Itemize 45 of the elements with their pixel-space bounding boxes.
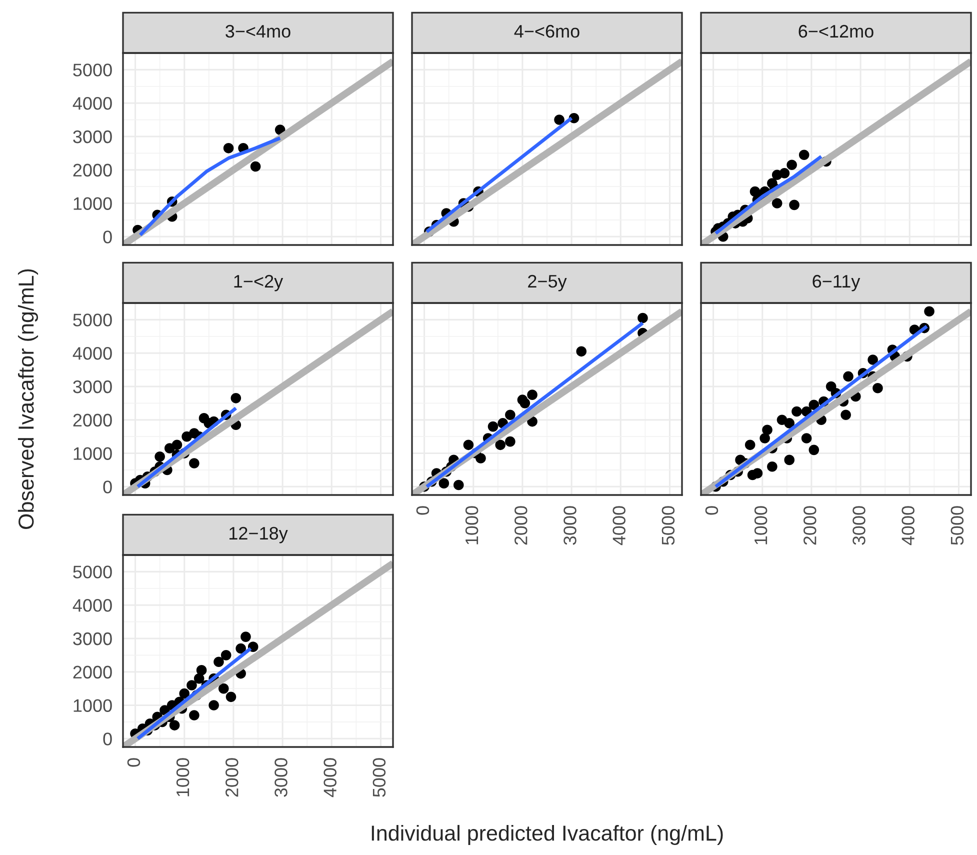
y-tick-label: 4000 xyxy=(72,97,112,110)
chart-title: 1−<2y xyxy=(234,274,284,292)
y-tick-label: 1000 xyxy=(74,447,112,460)
x-tick-label: 4000 xyxy=(612,506,626,546)
chart-title: 12−18y xyxy=(230,526,288,544)
x-tick-label: 1000 xyxy=(754,506,768,544)
x-tick-label: 2000 xyxy=(514,506,528,545)
y-tick-label: 1000 xyxy=(74,197,112,210)
x-tick-label: 3000 xyxy=(274,758,288,797)
x-tick-label: 5000 xyxy=(662,506,675,545)
x-tick-label: 0 xyxy=(416,506,430,515)
chart-title: 6−11y xyxy=(812,274,860,292)
x-axis-title: Individual predicted Ivacaftor (ng/mL) xyxy=(372,824,723,846)
x-tick-label: 2000 xyxy=(804,506,816,545)
x-tick-label: 0 xyxy=(705,506,718,515)
x-tick-label: 5000 xyxy=(372,758,386,797)
y-tick-label: 0 xyxy=(103,230,112,244)
y-tick-label: 3000 xyxy=(73,130,112,144)
x-tick-label: 3000 xyxy=(852,506,866,545)
y-tick-label: 2000 xyxy=(73,666,112,679)
x-tick-label: 1000 xyxy=(465,506,478,544)
chart-title: 3−<4mo xyxy=(226,24,290,38)
y-tick-label: 5000 xyxy=(73,314,112,326)
y-tick-label: 3000 xyxy=(73,632,112,646)
y-tick-label: 5000 xyxy=(73,64,112,76)
x-tick-label: 3000 xyxy=(564,506,576,545)
x-tick-label: 5000 xyxy=(950,506,964,545)
y-tick-label: 4000 xyxy=(72,347,112,360)
x-tick-label: 4000 xyxy=(902,506,914,546)
chart-title: 6−<12mo xyxy=(798,24,874,38)
y-tick-label: 5000 xyxy=(73,566,112,578)
y-tick-label: 3000 xyxy=(73,380,112,394)
y-tick-label: 2000 xyxy=(73,164,112,177)
y-tick-label: 1000 xyxy=(74,699,112,712)
y-tick-label: 2000 xyxy=(73,414,112,427)
y-tick-label: 0 xyxy=(103,480,112,494)
y-tick-label: 0 xyxy=(103,732,112,746)
x-tick-label: 0 xyxy=(127,758,140,767)
chart-title: 4−<6mo xyxy=(514,24,580,38)
x-tick-label: 1000 xyxy=(176,758,190,796)
y-tick-label: 4000 xyxy=(72,599,112,612)
y-axis-title: Observed Ivacaftor (ng/mL) xyxy=(18,269,38,529)
x-tick-label: 2000 xyxy=(226,758,238,797)
x-tick-label: 4000 xyxy=(324,758,336,798)
chart-title: 2−5y xyxy=(528,274,567,292)
